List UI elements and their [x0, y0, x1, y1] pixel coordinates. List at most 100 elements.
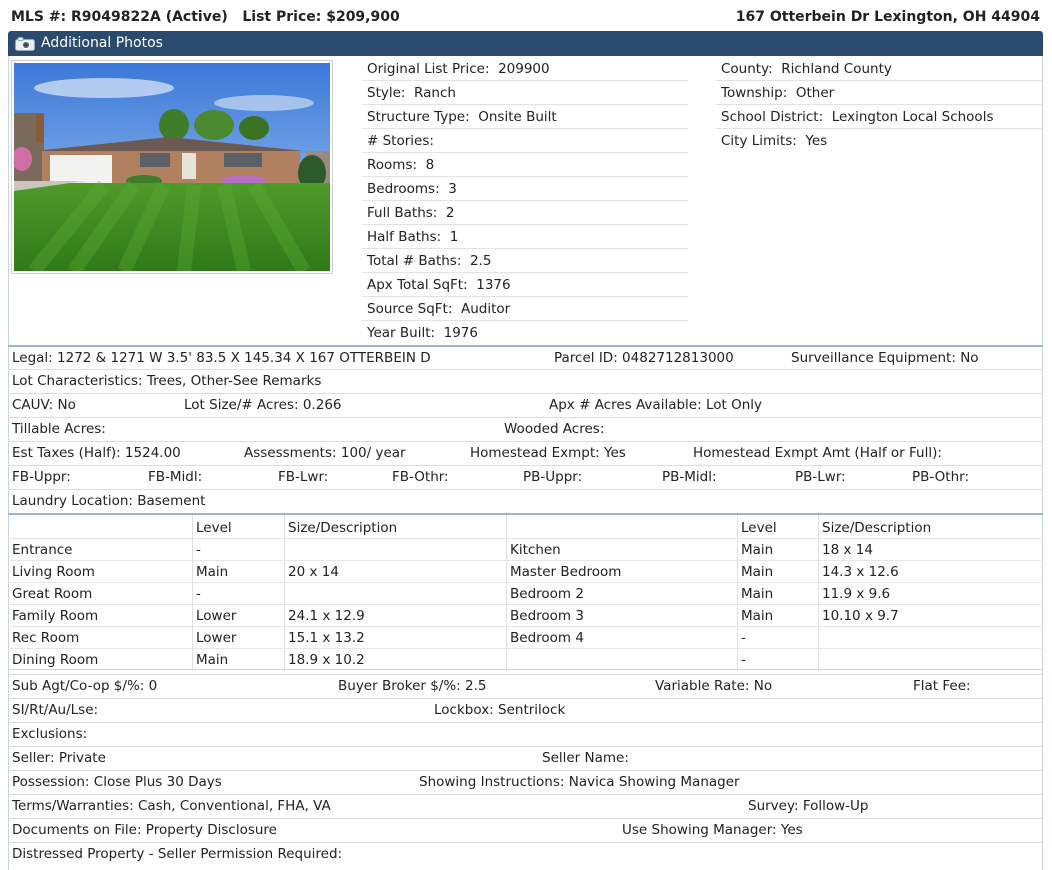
detail-field: Lot Size/# Acres: 0.266 [184, 397, 342, 413]
rooms-grid-line [8, 560, 1043, 561]
detail-field: Sub Agt/Co-op $/%: 0 [12, 678, 158, 694]
rooms-grid-line [284, 515, 285, 671]
detail-field: PB-Midl: [662, 469, 717, 485]
summary-field: Structure Type: Onsite Built [362, 105, 688, 129]
rooms-table-cell: 10.10 x 9.7 [822, 608, 899, 624]
rooms-table-cell: Bedroom 4 [510, 630, 584, 646]
detail-field: FB-Midl: [148, 469, 203, 485]
detail-field: Laundry Location: Basement [12, 493, 206, 509]
detail-row: SI/Rt/Au/Lse: Lockbox: Sentrilock [8, 698, 1043, 722]
rooms-grid-line [818, 515, 819, 671]
detail-field: Exclusions: [12, 726, 88, 742]
detail-field: SI/Rt/Au/Lse: [12, 702, 99, 718]
rooms-table-cell: 15.1 x 13.2 [288, 630, 365, 646]
summary-field: Total # Baths: 2.5 [362, 249, 688, 273]
rooms-table-cell: Main [196, 652, 229, 668]
detail-row: Lot Characteristics: Trees, Other-See Re… [8, 369, 1043, 393]
detail-field: Homestead Exmpt Amt (Half or Full): [693, 445, 942, 461]
rooms-grid-line [737, 515, 738, 671]
rooms-table-cell: Main [741, 608, 774, 624]
rooms-table-cell: 24.1 x 12.9 [288, 608, 365, 624]
rooms-column-header: Size/Description [288, 520, 398, 536]
detail-field: Possession: Close Plus 30 Days [12, 774, 222, 790]
rooms-column-header: Size/Description [822, 520, 932, 536]
detail-field: Buyer Broker $/%: 2.5 [338, 678, 487, 694]
rooms-table-cell: Main [741, 542, 774, 558]
rooms-table-cell: Entrance [12, 542, 73, 558]
detail-field: PB-Lwr: [795, 469, 846, 485]
rooms-table-cell: 20 x 14 [288, 564, 339, 580]
camera-icon [15, 37, 35, 51]
property-address: 167 Otterbein Dr Lexington, OH 44904 [735, 9, 1040, 25]
detail-field: Survey: Follow-Up [748, 798, 869, 814]
detail-field: FB-Lwr: [278, 469, 329, 485]
rooms-column-header [8, 517, 192, 539]
detail-field: FB-Othr: [392, 469, 449, 485]
summary-field: Township: Other [716, 81, 1042, 105]
rooms-table: Level Size/Description Level Size/Descripti… [8, 513, 1043, 671]
summary-field: # Stories: [362, 129, 688, 153]
rooms-table-cell [506, 649, 737, 671]
detail-field: Variable Rate: No [655, 678, 773, 694]
additional-photos-link[interactable]: Additional Photos [41, 35, 163, 51]
rooms-table-cell: Bedroom 3 [510, 608, 584, 624]
rooms-column-header [506, 517, 737, 539]
rooms-table-cell: Main [741, 586, 774, 602]
rooms-table-cell: - [741, 630, 746, 646]
rooms-table-cell: Main [196, 564, 229, 580]
rooms-table-cell [284, 539, 506, 561]
summary-field: Apx Total SqFt: 1376 [362, 273, 688, 297]
detail-field: Apx # Acres Available: Lot Only [549, 397, 762, 413]
detail-field: Parcel ID: 0482712813000 [554, 350, 734, 366]
rooms-table-cell: 11.9 x 9.6 [822, 586, 891, 602]
rooms-grid-line [8, 648, 1043, 649]
rooms-column-header: Level [196, 520, 232, 536]
summary-field: County: Richland County [716, 57, 1042, 81]
summary-field: Style: Ranch [362, 81, 688, 105]
detail-field: PB-Uppr: [523, 469, 583, 485]
house-photo-image [14, 63, 330, 271]
rooms-grid-line [192, 515, 193, 671]
detail-row: Terms/Warranties: Cash, Conventional, FH… [8, 794, 1043, 818]
summary-field: Half Baths: 1 [362, 225, 688, 249]
summary-field: Source SqFt: Auditor [362, 297, 688, 321]
rooms-table-cell [818, 649, 1043, 671]
summary-field: City Limits: Yes [721, 133, 828, 149]
rooms-table-cell: Lower [196, 630, 237, 646]
detail-field: Homestead Exmpt: Yes [470, 445, 626, 461]
rooms-table-cell: Great Room [12, 586, 93, 602]
rooms-table-cell: 18.9 x 10.2 [288, 652, 365, 668]
rooms-table-cell: Dining Room [12, 652, 99, 668]
detail-field: Lockbox: Sentrilock [434, 702, 566, 718]
summary-field: Bedrooms: 3 [362, 177, 688, 201]
detail-row: FB-Uppr: FB-Midl: FB-Lwr: FB-Othr: PB-Uppr: P… [8, 465, 1043, 489]
listing-frame [8, 56, 1043, 870]
rooms-grid-line [8, 538, 1043, 539]
detail-field: Showing Instructions: Navica Showing Man… [419, 774, 740, 790]
detail-field: Distressed Property - Seller Permission … [12, 846, 343, 862]
rooms-grid-line [8, 582, 1043, 583]
detail-field: Wooded Acres: [504, 421, 605, 437]
additional-photos-bar[interactable]: Additional Photos [8, 31, 1043, 56]
detail-row: Est Taxes (Half): 1524.00 Assessments: 10… [8, 441, 1043, 465]
rooms-table-cell: 18 x 14 [822, 542, 873, 558]
rooms-table-cell: Lower [196, 608, 237, 624]
property-photo[interactable] [11, 60, 333, 274]
detail-field: FB-Uppr: [12, 469, 71, 485]
detail-field: Assessments: 100/ year [244, 445, 406, 461]
summary-field: Full Baths: 2 [362, 201, 688, 225]
detail-row: Laundry Location: Basement [8, 489, 1043, 513]
rooms-table-cell: Main [741, 564, 774, 580]
listing-header: MLS #: R9049822A (Active) List Price: $2… [0, 0, 1052, 30]
detail-row: Documents on File: Property Disclosure Us… [8, 818, 1043, 842]
detail-row: CAUV: No Lot Size/# Acres: 0.266 Apx # Acr… [8, 393, 1043, 417]
summary-field: Original List Price: 209900 [362, 57, 688, 81]
detail-row: Distressed Property - Seller Permission … [8, 842, 1043, 866]
detail-field: Use Showing Manager: Yes [622, 822, 803, 838]
rooms-table-cell: - [196, 542, 201, 558]
detail-row: Seller: Private Seller Name: [8, 746, 1043, 770]
rooms-table-cell: Rec Room [12, 630, 80, 646]
detail-field: PB-Othr: [912, 469, 969, 485]
rooms-table-cell: - [196, 586, 201, 602]
detail-field: Tillable Acres: [12, 421, 106, 437]
